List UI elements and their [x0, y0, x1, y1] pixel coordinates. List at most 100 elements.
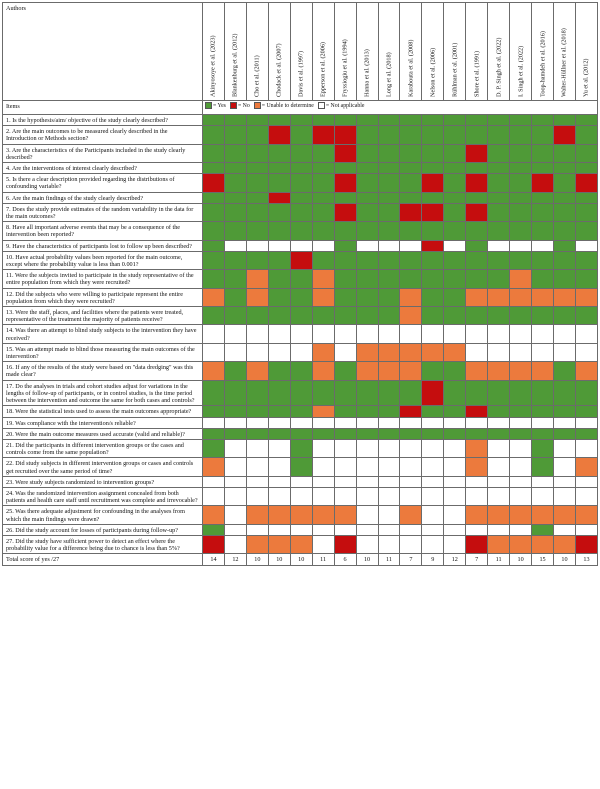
rating-cell — [574, 143, 599, 164]
author-name: Walter-Hüllner et al. (2018) — [560, 28, 568, 97]
legend-item: = No — [229, 102, 250, 110]
rating-cell — [377, 162, 401, 175]
rating-cell — [553, 405, 576, 418]
item-row: 19. Was compliance with the intervention… — [2, 416, 599, 429]
rating-cell — [333, 379, 357, 407]
rating-cell — [289, 379, 313, 407]
rating-cell — [443, 125, 467, 145]
rating-cell — [311, 342, 335, 363]
rating-cell — [574, 486, 599, 507]
rating-cell — [531, 416, 554, 429]
rating-cell — [487, 306, 511, 326]
rating-cell — [311, 438, 335, 459]
rating-cell — [289, 438, 313, 459]
rating-cell — [223, 523, 247, 536]
rating-cell — [399, 143, 423, 164]
rating-cell — [223, 287, 247, 308]
rating-cell — [421, 405, 445, 418]
rating-cell — [509, 287, 533, 308]
rating-cell — [355, 173, 379, 193]
item-question: 4. Are the interventions of interest cle… — [2, 162, 203, 175]
item-row: 22. Did study subjects in different inte… — [2, 457, 599, 477]
rating-cell — [465, 405, 489, 418]
rating-cell — [443, 202, 467, 223]
rating-cell — [245, 361, 269, 381]
rating-cell — [531, 173, 554, 193]
rating-cell — [487, 486, 511, 507]
legend-item: = Not applicable — [317, 102, 365, 110]
rating-cell — [399, 221, 423, 241]
rating-cell — [289, 202, 313, 223]
item-row: 14. Was there an attempt to blind study … — [2, 324, 599, 344]
rating-cell — [245, 191, 269, 204]
rating-cell — [443, 379, 467, 407]
rating-cell — [443, 438, 467, 459]
rating-cell — [509, 113, 533, 127]
rating-cell — [311, 416, 335, 429]
rating-cell — [377, 379, 401, 407]
rating-cell — [574, 191, 599, 204]
rating-cell — [487, 361, 511, 381]
rating-cell — [377, 324, 401, 344]
rating-cell — [223, 361, 247, 381]
total-score: 12 — [223, 553, 247, 566]
rating-cell — [202, 202, 225, 223]
rating-cell — [311, 221, 335, 241]
rating-cell — [377, 173, 401, 193]
rating-cell — [465, 342, 489, 363]
rating-cell — [574, 416, 599, 429]
rating-cell — [531, 191, 554, 204]
author-name: Davis et al. (1997) — [297, 50, 305, 97]
item-question: 26. Did the study account for losses of … — [2, 523, 203, 536]
rating-cell — [553, 427, 576, 440]
legend-item: = Yes — [205, 102, 226, 110]
rating-cell — [487, 173, 511, 193]
rating-cell — [333, 486, 357, 507]
rating-cell — [377, 269, 401, 289]
rating-cell — [377, 143, 401, 164]
rating-cell — [202, 438, 225, 459]
item-row: 24. Was the randomized intervention assi… — [2, 486, 599, 507]
rating-cell — [531, 405, 554, 418]
rating-cell — [553, 505, 576, 525]
rating-cell — [574, 427, 599, 440]
rating-cell — [289, 113, 313, 127]
rating-cell — [245, 405, 269, 418]
rating-cell — [399, 324, 423, 344]
rating-cell — [267, 342, 291, 363]
rating-cell — [202, 173, 225, 193]
rating-cell — [377, 239, 401, 252]
rating-cell — [487, 113, 511, 127]
total-score: 10 — [245, 553, 269, 566]
rating-cell — [553, 269, 576, 289]
author-header-cell: Epperson et al. (2006) — [311, 2, 335, 101]
author-name: Rühlman et al. (2001) — [451, 42, 459, 97]
rating-cell — [509, 269, 533, 289]
rating-cell — [443, 523, 467, 536]
rating-cell — [421, 191, 445, 204]
rating-cell — [421, 342, 445, 363]
item-question: 14. Was there an attempt to blind study … — [2, 324, 203, 344]
item-row: 3. Are the characteristics of the Partic… — [2, 143, 599, 164]
rating-cell — [355, 438, 379, 459]
rating-cell — [311, 361, 335, 381]
rating-cell — [443, 361, 467, 381]
item-question: 16. If any of the results of the study w… — [2, 361, 203, 381]
rating-cell — [245, 523, 269, 536]
legend-swatch — [205, 102, 212, 109]
authors-label: Authors — [6, 5, 26, 12]
rating-cell — [531, 379, 554, 407]
rating-cell — [399, 250, 423, 271]
rating-cell — [574, 534, 599, 555]
rating-cell — [355, 475, 379, 488]
rating-cell — [223, 221, 247, 241]
rating-cell — [574, 162, 599, 175]
rating-cell — [574, 269, 599, 289]
author-name: Fryssiogiu et al. (1994) — [341, 39, 349, 97]
item-row: 23. Were study subjects randomized to in… — [2, 475, 599, 488]
rating-cell — [333, 427, 357, 440]
rating-cell — [202, 361, 225, 381]
rating-cell — [202, 457, 225, 477]
rating-cell — [399, 191, 423, 204]
rating-cell — [202, 505, 225, 525]
